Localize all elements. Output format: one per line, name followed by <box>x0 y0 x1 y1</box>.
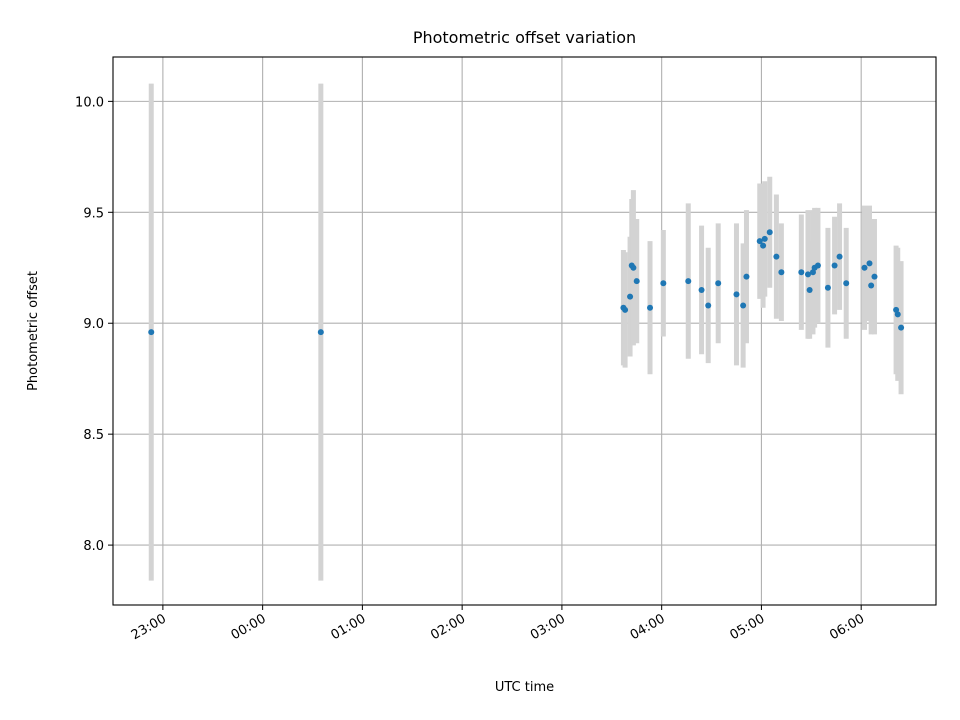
data-point <box>836 253 843 260</box>
data-point <box>740 302 747 309</box>
data-point <box>814 262 821 269</box>
data-point <box>756 238 763 245</box>
x-axis-ticks: 23:00 00:00 01:00 02:00 03:00 04:00 05:00 06:00 <box>129 605 867 643</box>
x-tick-label: 04:00 <box>628 611 668 643</box>
error-bars <box>148 83 904 581</box>
data-point <box>647 304 654 311</box>
x-tick-label: 23:00 <box>129 611 169 643</box>
y-tick-label: 9.5 <box>83 206 104 221</box>
x-tick-label: 05:00 <box>727 611 767 643</box>
data-point <box>806 286 813 293</box>
x-tick-label: 01:00 <box>328 611 368 643</box>
y-axis-ticks: 8.0 8.5 9.0 9.5 10.0 <box>75 95 113 554</box>
y-tick-label: 8.5 <box>83 428 104 443</box>
y-tick-label: 8.0 <box>83 539 104 554</box>
data-point <box>760 242 767 249</box>
x-tick-label: 03:00 <box>528 611 568 643</box>
data-points <box>148 229 905 336</box>
data-point <box>824 284 831 291</box>
data-point <box>148 329 155 336</box>
data-point <box>898 324 905 331</box>
x-axis-label: UTC time <box>495 680 554 695</box>
data-point <box>627 293 634 300</box>
data-point <box>761 235 768 242</box>
data-point <box>660 280 667 287</box>
y-tick-label: 10.0 <box>75 95 104 110</box>
data-point <box>633 278 640 285</box>
data-point <box>766 229 773 236</box>
data-point <box>831 262 838 269</box>
data-point <box>685 278 692 285</box>
y-axis-label: Photometric offset <box>26 271 41 391</box>
data-point <box>698 286 705 293</box>
data-point <box>861 264 868 271</box>
data-point <box>871 273 878 280</box>
data-point <box>743 273 750 280</box>
data-point <box>705 302 712 309</box>
data-point <box>622 306 629 313</box>
data-point <box>317 329 324 336</box>
data-point <box>804 271 811 278</box>
data-point <box>630 264 637 271</box>
data-point <box>778 269 785 276</box>
data-point <box>733 291 740 298</box>
data-point <box>843 280 850 287</box>
y-tick-label: 9.0 <box>83 317 104 332</box>
plot-frame <box>112 56 937 606</box>
data-point <box>868 282 875 289</box>
data-point <box>894 311 901 318</box>
x-tick-label: 06:00 <box>827 611 867 643</box>
data-point <box>866 260 873 267</box>
data-point <box>773 253 780 260</box>
x-tick-label: 00:00 <box>229 611 269 643</box>
data-point <box>798 269 805 276</box>
chart-title: Photometric offset variation <box>413 28 636 47</box>
x-tick-label: 02:00 <box>428 611 468 643</box>
data-point <box>715 280 722 287</box>
